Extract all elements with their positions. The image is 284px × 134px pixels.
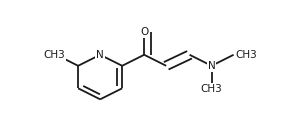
Text: CH3: CH3: [201, 84, 222, 94]
Text: N: N: [96, 50, 104, 60]
Text: N: N: [208, 61, 216, 71]
Text: O: O: [140, 27, 148, 37]
Text: CH3: CH3: [235, 50, 257, 60]
Text: CH3: CH3: [43, 50, 65, 60]
